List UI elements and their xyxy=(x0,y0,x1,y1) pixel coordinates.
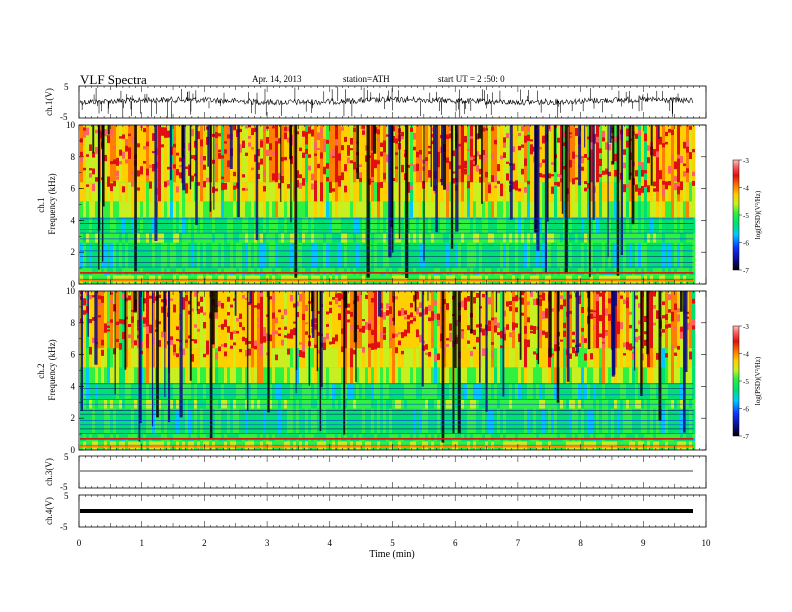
y-tick-label: 10 xyxy=(66,286,76,296)
y-tick-label: 0 xyxy=(71,279,76,289)
ch1-waveform-trace xyxy=(79,87,694,118)
x-tick-label: 9 xyxy=(641,538,646,548)
ch1-spectrogram-image xyxy=(80,125,696,284)
ch1-spectrogram-ylabel: ch.1 Frequency (kHz) xyxy=(36,173,57,234)
y-tick-label: 8 xyxy=(71,318,76,328)
ch3-wave-ytick-bottom: -5 xyxy=(60,482,68,492)
y-tick-label: 6 xyxy=(71,184,76,194)
figure-title: VLF Spectra xyxy=(80,72,147,87)
ch2-spectrogram-panel: 0 2 4 6 8 10 ch.2 Frequency (kHz) -3 -4 -5 -6 -7 l… xyxy=(36,286,762,455)
colorbar-tick-label: -4 xyxy=(743,351,749,359)
x-tick-label: 1 xyxy=(139,538,144,548)
ch1-waveform-panel: 5 -5 ch.1(V) xyxy=(44,82,707,122)
header-start-time: start UT = 2 :50: 0 xyxy=(438,74,505,84)
ch2-spectrogram-image xyxy=(80,291,696,450)
time-axis-tick-labels: 0 1 2 3 4 5 6 7 8 9 10 xyxy=(77,538,711,548)
y-tick-label: 4 xyxy=(71,215,76,225)
ch4-waveform-panel: 5 -5 ch.4(V) 0 1 2 3 4 5 6 7 8 9 10 Time (min) xyxy=(44,491,711,560)
x-tick-label: 2 xyxy=(202,538,207,548)
ch2-spectrogram-ylabel: ch.2 Frequency (kHz) xyxy=(36,339,57,400)
ch1-wave-ylabel: ch.1(V) xyxy=(44,88,54,116)
header-date: Apr. 14, 2013 xyxy=(252,74,302,84)
colorbar-gradient xyxy=(732,325,740,437)
ch3-wave-ylabel: ch.3(V) xyxy=(44,458,54,486)
ch4-wave-xticks xyxy=(78,495,707,527)
ch4-wave-ytick-bottom: -5 xyxy=(60,522,68,532)
x-tick-label: 7 xyxy=(516,538,521,548)
colorbar-tick-label: -6 xyxy=(743,240,749,248)
ch3-wave-ytick-top: 5 xyxy=(64,452,69,462)
x-tick-label: 3 xyxy=(265,538,270,548)
colorbar-tick-label: -7 xyxy=(743,267,749,275)
y-tick-label: 2 xyxy=(71,413,76,423)
x-tick-label: 10 xyxy=(702,538,712,548)
colorbar-tick-label: -6 xyxy=(743,406,749,414)
ch2-spectrogram-xticks xyxy=(78,291,707,450)
y-tick-label: 6 xyxy=(71,350,76,360)
y-tick-label: 10 xyxy=(66,120,76,130)
ch2-spectrogram-yticks: 0 2 4 6 8 10 xyxy=(66,286,706,455)
ch4-wave-ylabel: ch.4(V) xyxy=(44,497,54,525)
colorbar-tick-label: -5 xyxy=(743,212,749,220)
x-tick-label: 4 xyxy=(328,538,333,548)
colorbar-label: log(PSD)(V²/Hz) xyxy=(754,190,762,239)
ch1-wave-xticks xyxy=(78,86,707,118)
ch2-colorbar: -3 -4 -5 -6 -7 log(PSD)(V²/Hz) xyxy=(732,323,762,441)
header-station: station=ATH xyxy=(343,74,390,84)
colorbar-tick-label: -3 xyxy=(743,157,749,165)
ch4-waveform-trace xyxy=(80,509,693,513)
ch3-waveform-panel: 5 -5 ch.3(V) xyxy=(44,452,707,492)
y-tick-label: 8 xyxy=(71,152,76,162)
colorbar-tick-label: -7 xyxy=(743,433,749,441)
colorbar-tick-label: -3 xyxy=(743,323,749,331)
y-tick-label: 2 xyxy=(71,247,76,257)
colorbar-tick-label: -4 xyxy=(743,185,749,193)
ch1-spectrogram-panel: 0 2 4 6 8 10 ch.1 Frequency (kHz) -3 -4 -5 -6 -7 l… xyxy=(36,120,762,289)
ch1-colorbar: -3 -4 -5 -6 -7 log(PSD)(V²/Hz) xyxy=(732,157,762,275)
ch1-wave-ytick-bottom: -5 xyxy=(60,112,68,122)
colorbar-gradient xyxy=(732,159,740,271)
ch4-wave-ytick-top: 5 xyxy=(64,491,69,501)
x-tick-label: 0 xyxy=(77,538,82,548)
colorbar-tick-label: -5 xyxy=(743,378,749,386)
ch3-wave-xticks xyxy=(78,456,707,488)
x-tick-label: 5 xyxy=(390,538,395,548)
time-axis-label: Time (min) xyxy=(369,549,414,560)
y-tick-label: 0 xyxy=(71,445,76,455)
ch1-spectrogram-yticks: 0 2 4 6 8 10 xyxy=(66,120,706,289)
ch1-wave-ytick-top: 5 xyxy=(64,82,69,92)
y-tick-label: 4 xyxy=(71,381,76,391)
x-tick-label: 8 xyxy=(578,538,583,548)
x-tick-label: 6 xyxy=(453,538,458,548)
colorbar-label: log(PSD)(V²/Hz) xyxy=(754,356,762,405)
ch1-spectrogram-xticks xyxy=(78,125,707,284)
